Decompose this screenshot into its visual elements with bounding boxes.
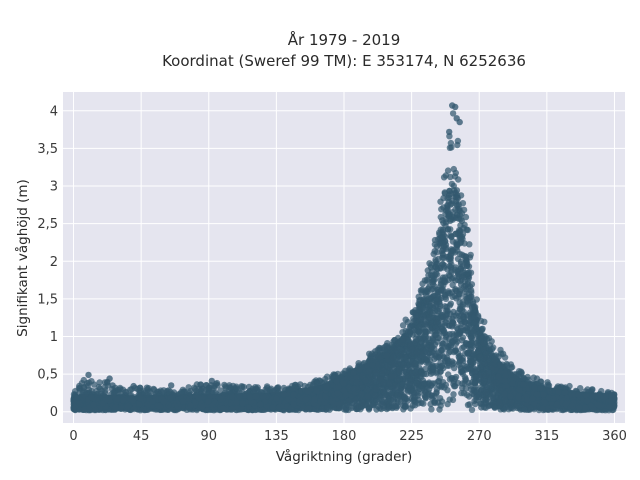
- data-point: [445, 349, 452, 356]
- data-point: [454, 141, 461, 149]
- data-point: [421, 277, 429, 284]
- data-point: [462, 385, 469, 392]
- data-point: [433, 271, 441, 278]
- data-point: [449, 110, 457, 117]
- data-point: [433, 248, 441, 256]
- data-point: [399, 322, 407, 329]
- data-point: [451, 364, 458, 372]
- data-point: [458, 389, 465, 397]
- data-point: [468, 406, 476, 413]
- data-point: [428, 406, 435, 413]
- data-points: [70, 102, 618, 414]
- data-point: [451, 382, 459, 390]
- data-point: [424, 267, 431, 274]
